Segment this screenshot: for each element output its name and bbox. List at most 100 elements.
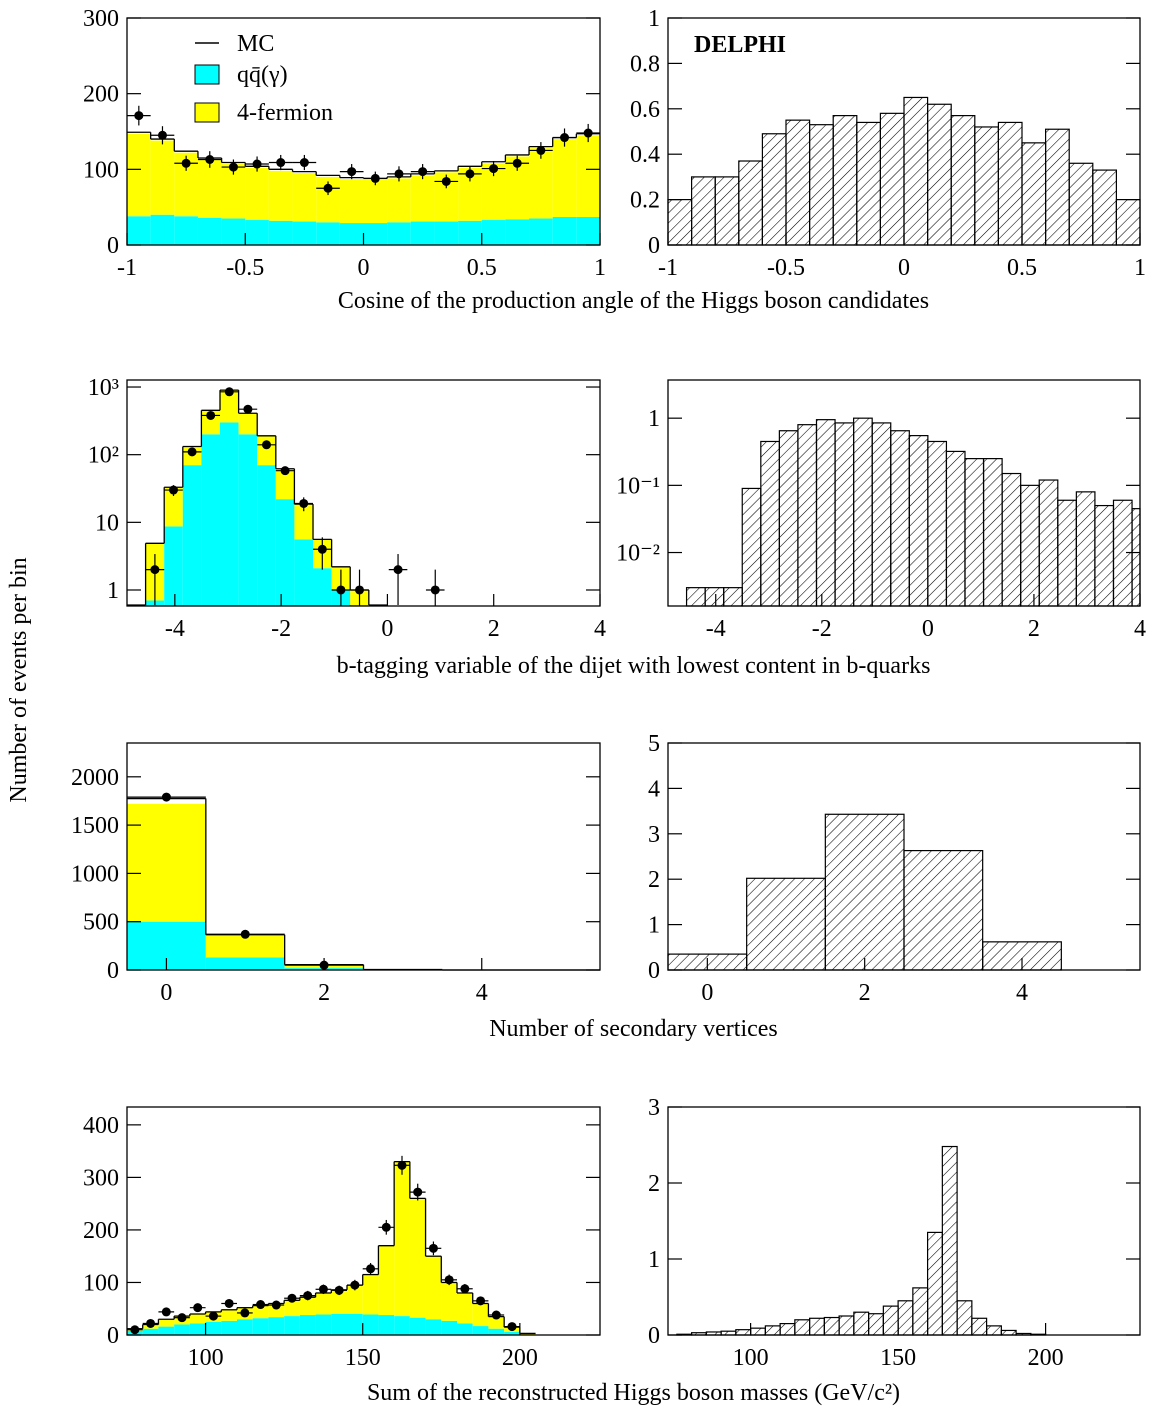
bar-segment — [221, 1310, 237, 1321]
bar — [687, 588, 706, 606]
bar — [975, 127, 999, 245]
y-tick-label: 4 — [648, 776, 660, 802]
y-tick-label: 10⁻² — [616, 541, 660, 567]
y-tick-label: 0.6 — [630, 97, 660, 123]
data-point — [276, 158, 285, 167]
bar — [816, 420, 835, 606]
bar-segment — [411, 175, 435, 221]
data-point — [465, 169, 474, 178]
data-point — [445, 1275, 454, 1284]
data-point — [347, 167, 356, 176]
y-tick-label: 1 — [107, 578, 119, 604]
bar-segment — [363, 1275, 379, 1315]
x-tick-label: 2 — [318, 980, 330, 1006]
data-point — [150, 565, 159, 574]
bar — [705, 588, 724, 606]
x-tick-label: -4 — [165, 616, 185, 642]
y-tick-label: 500 — [83, 910, 119, 936]
bar-segment — [284, 1316, 300, 1335]
x-tick-label: 1 — [1134, 255, 1146, 281]
data-point — [256, 1300, 265, 1309]
bar-segment — [457, 1323, 473, 1335]
bar-segment — [245, 168, 269, 220]
bar-segment — [340, 223, 364, 245]
bar-segment — [222, 219, 246, 245]
x-tick-label: 1 — [594, 255, 606, 281]
data-point — [158, 131, 167, 140]
bar — [909, 436, 928, 606]
bar-segment — [239, 434, 258, 606]
bar-segment — [276, 499, 295, 606]
data-point — [162, 793, 171, 802]
x-tick-label: 4 — [1134, 616, 1146, 642]
bar-segment — [411, 222, 435, 245]
x-tick-label: 200 — [1028, 1345, 1064, 1371]
bar-segment — [164, 526, 183, 606]
bar-segment — [488, 1329, 504, 1335]
bar-segment — [457, 1293, 473, 1323]
bar-segment — [190, 1323, 206, 1335]
data-point — [272, 1301, 281, 1310]
data-point — [162, 1307, 171, 1316]
x-tick-label: -0.5 — [226, 255, 264, 281]
bar — [724, 588, 743, 606]
bar — [1095, 506, 1114, 606]
bar-segment — [482, 220, 506, 245]
bar-segment — [394, 1162, 410, 1316]
bar — [998, 122, 1022, 245]
x-tick-label: -1 — [117, 255, 137, 281]
bar — [984, 459, 1003, 606]
data-point — [253, 160, 262, 169]
bar — [957, 1301, 972, 1335]
bar-segment — [529, 219, 553, 245]
bar-segment — [293, 222, 317, 245]
x-tick-label: 0 — [160, 980, 172, 1006]
y-tick-label: 0 — [648, 1323, 660, 1349]
bar-segment — [198, 159, 222, 217]
y-tick-label: 300 — [83, 1165, 119, 1191]
bar — [854, 1312, 869, 1335]
bar — [883, 1306, 898, 1335]
bar-segment — [553, 217, 577, 245]
data-point — [169, 486, 178, 495]
bar-segment — [143, 1329, 159, 1335]
bar — [913, 1288, 928, 1335]
bar — [839, 1316, 854, 1335]
data-point — [382, 1223, 391, 1232]
bar — [761, 441, 780, 606]
bar — [928, 441, 947, 606]
bar — [869, 1314, 884, 1335]
y-tick-label: 300 — [83, 6, 119, 32]
y-tick-label: 1 — [648, 913, 660, 939]
data-point — [398, 1161, 407, 1170]
data-point — [193, 1303, 202, 1312]
data-point — [355, 585, 364, 594]
bar-segment — [473, 1303, 489, 1326]
bar-segment — [127, 134, 151, 216]
data-point — [584, 129, 593, 138]
data-point — [335, 1286, 344, 1295]
y-tick-label: 0 — [648, 958, 660, 984]
bar — [942, 1147, 957, 1335]
data-point — [182, 159, 191, 168]
bar-segment — [364, 180, 388, 223]
y-tick-label: 0 — [107, 1323, 119, 1349]
y-tick-label: 5 — [648, 731, 660, 757]
x-axis-label: Cosine of the production angle of the Hi… — [338, 288, 929, 314]
bar-segment — [174, 216, 198, 245]
x-tick-label: 4 — [476, 980, 488, 1006]
data-point — [178, 1313, 187, 1322]
y-tick-label: 100 — [83, 1270, 119, 1296]
bar-segment — [151, 215, 175, 245]
bar-segment — [441, 1321, 457, 1335]
bar-segment — [268, 1317, 284, 1335]
data-point — [508, 1322, 517, 1331]
data-point — [394, 565, 403, 574]
